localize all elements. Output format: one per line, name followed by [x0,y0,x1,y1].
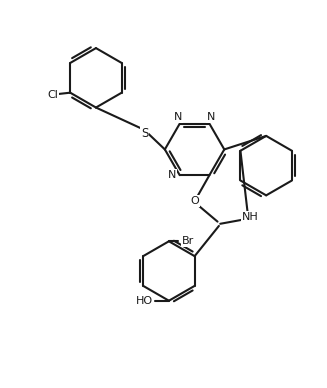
Text: Br: Br [182,236,194,246]
Text: HO: HO [136,296,153,306]
Text: S: S [141,127,148,140]
Text: Cl: Cl [47,90,58,100]
Text: N: N [174,112,182,122]
Text: NH: NH [242,212,258,222]
Text: N: N [168,170,176,180]
Text: N: N [207,112,215,122]
Text: O: O [190,196,199,206]
